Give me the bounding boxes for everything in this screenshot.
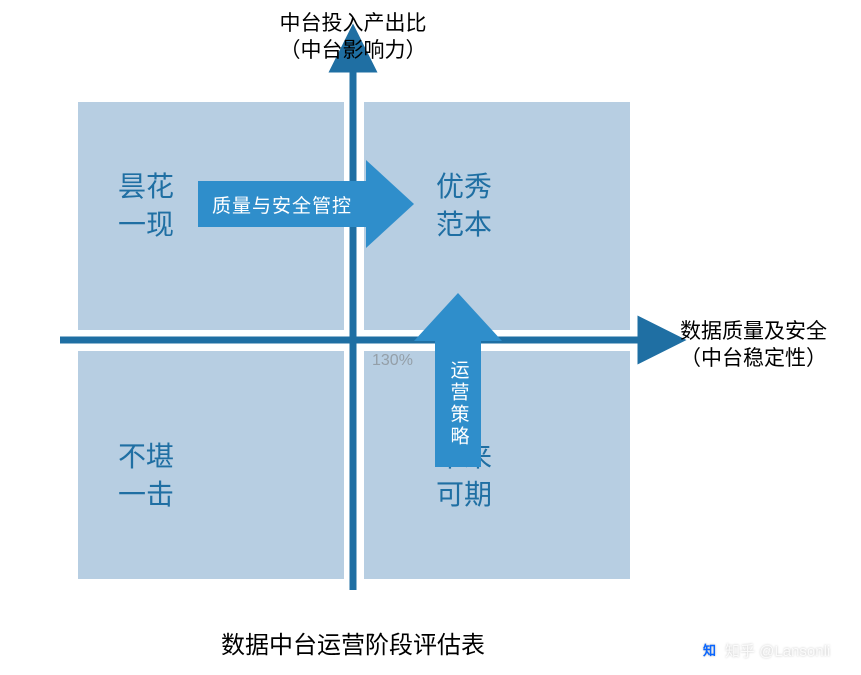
center-watermark: 130% xyxy=(372,352,413,370)
quadrant-q1-label: 优秀 范本 xyxy=(436,168,492,244)
arrow-vertical: 运营策略 xyxy=(414,293,502,467)
arrow-up-head-icon xyxy=(414,293,502,341)
y-axis-label-line2: （中台影响力） xyxy=(280,39,427,62)
q2-line2: 一现 xyxy=(118,209,174,240)
arrow-horizontal: 质量与安全管控 xyxy=(198,160,414,248)
quadrant-q3-label: 不堪 一击 xyxy=(118,438,174,514)
quadrant-q2-label: 昙花 一现 xyxy=(118,168,174,244)
y-axis-label-line1: 中台投入产出比 xyxy=(280,12,427,35)
q1-line2: 范本 xyxy=(436,209,492,240)
x-axis-label: 数据质量及安全 （中台稳定性） xyxy=(680,318,855,373)
q3-line1: 不堪 xyxy=(118,441,174,472)
corner-watermark-text: 知乎 @Lansonli xyxy=(725,640,830,661)
y-axis-label: 中台投入产出比 （中台影响力） xyxy=(253,10,453,65)
x-axis-label-line1: 数据质量及安全 xyxy=(680,320,827,343)
q3-line2: 一击 xyxy=(118,479,174,510)
arrow-vertical-label: 运营策略 xyxy=(435,341,481,467)
diagram-caption: 数据中台运营阶段评估表 xyxy=(153,625,553,660)
q4-line2: 可期 xyxy=(436,479,492,510)
q2-line1: 昙花 xyxy=(118,171,174,202)
arrow-right-head-icon xyxy=(366,160,414,248)
x-axis-label-line2: （中台稳定性） xyxy=(680,347,827,370)
zhihu-logo-icon: 知 xyxy=(700,643,719,659)
q1-line1: 优秀 xyxy=(436,171,492,202)
corner-watermark: 知 知乎 @Lansonli xyxy=(700,640,830,661)
arrow-horizontal-label: 质量与安全管控 xyxy=(198,181,366,227)
